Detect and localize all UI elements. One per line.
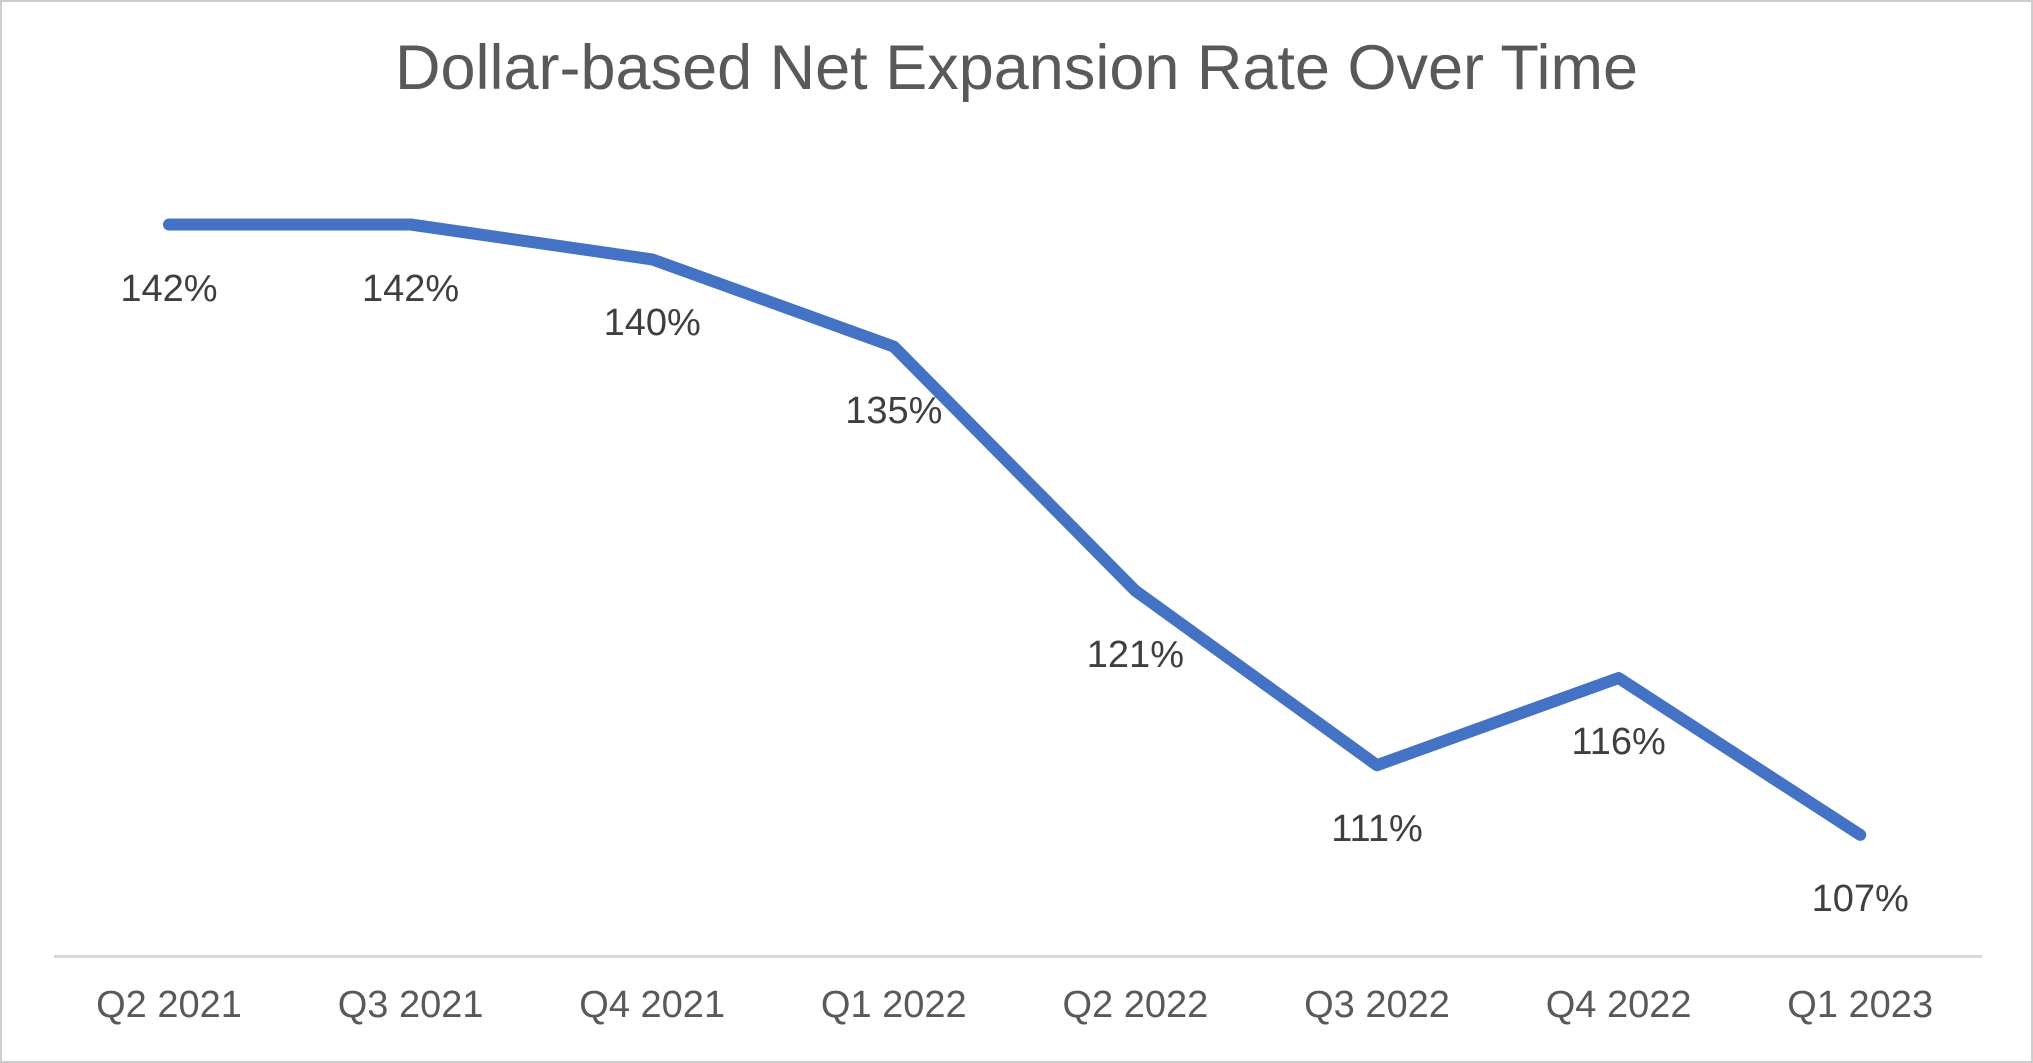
x-axis-line <box>54 955 1982 958</box>
x-axis-label: Q4 2022 <box>1545 984 1692 1026</box>
x-axis-label: Q4 2021 <box>579 984 726 1026</box>
data-label: 142% <box>361 267 460 310</box>
data-label: 121% <box>1086 633 1184 676</box>
x-axis-label: Q3 2021 <box>337 984 484 1026</box>
x-axis-label: Q1 2022 <box>820 984 967 1026</box>
series-line <box>163 218 1867 841</box>
data-label: 140% <box>603 302 701 345</box>
chart-title: Dollar-based Net Expansion Rate Over Tim… <box>394 33 1639 103</box>
data-label: 142% <box>120 267 218 310</box>
data-label: 116% <box>1571 720 1666 763</box>
x-axis-label: Q1 2023 <box>1787 984 1934 1026</box>
data-label: 111% <box>1331 808 1423 851</box>
x-axis-label: Q2 2021 <box>96 984 242 1026</box>
x-axis-label: Q3 2022 <box>1304 984 1450 1026</box>
data-label: 135% <box>845 389 943 432</box>
x-axis-label: Q2 2022 <box>1062 984 1209 1026</box>
data-label: 107% <box>1811 877 1909 920</box>
